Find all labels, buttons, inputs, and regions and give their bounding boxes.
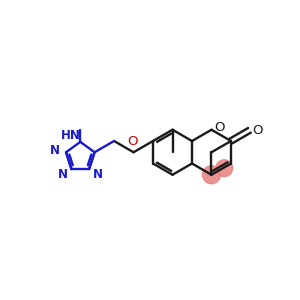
Text: N: N <box>50 144 60 157</box>
Text: HN: HN <box>60 129 80 142</box>
Text: O: O <box>253 124 263 137</box>
Text: O: O <box>127 135 137 148</box>
Circle shape <box>202 166 220 184</box>
Circle shape <box>216 160 232 177</box>
Text: N: N <box>93 168 103 181</box>
Text: N: N <box>58 168 68 181</box>
Text: O: O <box>214 122 225 134</box>
